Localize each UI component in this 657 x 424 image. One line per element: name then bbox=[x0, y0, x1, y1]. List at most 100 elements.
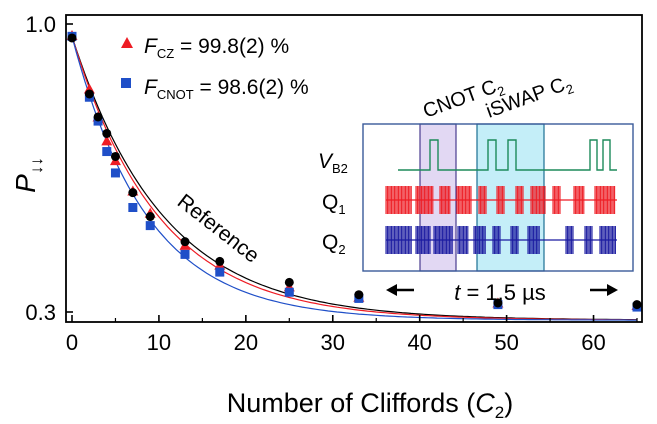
q1-trace-burst bbox=[530, 186, 546, 214]
q1-trace-burst bbox=[594, 186, 616, 214]
y-axis-label-sub: ↓↓ bbox=[27, 157, 46, 174]
inset-frame bbox=[362, 123, 634, 272]
row-q2-main: Q bbox=[322, 231, 338, 254]
ticks: 0 10 20 30 40 50 60 0.3 1.0 bbox=[25, 12, 638, 355]
point-reference bbox=[102, 128, 112, 138]
x-tick-label: 20 bbox=[234, 330, 258, 355]
row-q2-sub: 2 bbox=[338, 242, 345, 257]
time-value: = 1.5 µs bbox=[460, 280, 545, 305]
row-label-q1: Q1 bbox=[322, 191, 346, 217]
x-tick-label: 40 bbox=[407, 330, 431, 355]
legend-cnot-prefix: F bbox=[144, 76, 158, 99]
q1-trace-burst bbox=[515, 186, 524, 214]
row-label-vb2: VB2 bbox=[318, 150, 348, 176]
row-q1-main: Q bbox=[322, 191, 338, 214]
point-reference bbox=[180, 237, 190, 247]
cnot-label-sub: 2 bbox=[495, 83, 507, 100]
row-q1-sub: 1 bbox=[338, 202, 345, 217]
point-cnot bbox=[180, 249, 190, 259]
row-vb2-main: V bbox=[318, 150, 334, 173]
q1-trace-burst bbox=[385, 186, 412, 214]
point-reference bbox=[632, 300, 642, 310]
pulse-traces bbox=[385, 139, 617, 254]
point-cz bbox=[101, 135, 113, 146]
q2-trace-burst bbox=[473, 226, 486, 254]
legend-label-cz: FCZ = 99.8(2) % bbox=[144, 35, 289, 61]
time-arrow-right-head bbox=[607, 284, 618, 296]
q2-trace-burst bbox=[510, 226, 519, 254]
q2-trace-burst bbox=[457, 226, 469, 254]
legend: FCZ = 99.8(2) % FCNOT = 98.6(2) % bbox=[121, 35, 309, 102]
iswap-label-sub: 2 bbox=[564, 81, 576, 98]
point-reference bbox=[84, 89, 94, 99]
legend-label-cnot: FCNOT = 98.6(2) % bbox=[144, 76, 309, 102]
y-axis-label-main: P bbox=[10, 174, 41, 193]
row-vb2-sub: B2 bbox=[332, 161, 348, 176]
q2-trace-burst bbox=[433, 226, 453, 254]
time-var: t bbox=[454, 280, 461, 305]
q1-trace-burst bbox=[573, 186, 585, 214]
point-cnot bbox=[215, 267, 225, 277]
x-tick-label: 10 bbox=[147, 330, 171, 355]
q2-trace-burst bbox=[527, 226, 540, 254]
point-cnot bbox=[145, 221, 155, 231]
q1-trace-burst bbox=[415, 186, 434, 214]
iswap-label-text: iSWAP C bbox=[483, 74, 568, 123]
plot-frame bbox=[65, 14, 643, 323]
pulse-inset: CNOT C2 iSWAP C2 VB2 Q1 Q2 t = 1.5 µs bbox=[318, 71, 634, 305]
q2-trace-burst bbox=[584, 226, 593, 254]
fit-curve-1 bbox=[71, 36, 637, 321]
q1-trace-burst bbox=[439, 186, 451, 214]
point-cnot bbox=[284, 287, 294, 297]
point-reference bbox=[493, 298, 503, 308]
row-label-q2: Q2 bbox=[322, 231, 346, 257]
legend-cz-sub: CZ bbox=[157, 46, 174, 61]
point-reference bbox=[128, 188, 138, 198]
legend-cz-value: = 99.8(2) % bbox=[174, 35, 289, 58]
point-reference bbox=[354, 290, 364, 300]
x-axis-label-main: Number of Cliffords ( bbox=[227, 388, 476, 418]
legend-cz-prefix: F bbox=[144, 35, 158, 58]
q2-trace-burst bbox=[565, 226, 574, 254]
legend-cnot-value: = 98.6(2) % bbox=[194, 76, 309, 99]
x-axis-label-sub: 2 bbox=[495, 403, 504, 422]
point-reference bbox=[215, 256, 225, 266]
iswap-label: iSWAP C2 bbox=[483, 71, 576, 125]
vb2-trace bbox=[398, 139, 617, 171]
point-reference bbox=[110, 151, 120, 161]
q1-trace-burst bbox=[552, 186, 561, 214]
q2-trace-burst bbox=[415, 226, 431, 254]
q1-trace-burst bbox=[496, 186, 505, 214]
y-tick-label: 1.0 bbox=[25, 12, 56, 37]
data-layer bbox=[66, 30, 643, 312]
x-axis-label: Number of Cliffords (C2) bbox=[227, 388, 514, 422]
time-arrow: t = 1.5 µs bbox=[386, 280, 618, 305]
point-cnot bbox=[102, 147, 112, 157]
x-axis-label-var: C bbox=[475, 388, 495, 418]
x-axis-label-close: ) bbox=[504, 388, 513, 418]
svg-text:P↓↓: P↓↓ bbox=[10, 157, 46, 193]
q2-trace-burst bbox=[385, 226, 412, 254]
point-reference bbox=[67, 33, 77, 43]
y-axis-label: P↓↓ bbox=[10, 157, 46, 193]
point-cnot bbox=[110, 168, 120, 178]
time-arrow-left-head bbox=[386, 284, 397, 296]
q2-trace-burst bbox=[492, 226, 501, 254]
point-cnot bbox=[128, 202, 138, 212]
point-reference bbox=[93, 112, 103, 122]
x-tick-label: 60 bbox=[581, 330, 605, 355]
point-reference bbox=[145, 212, 155, 222]
grid-layer bbox=[71, 36, 638, 321]
legend-cnot-sub: CNOT bbox=[157, 87, 194, 102]
q1-trace-burst bbox=[456, 186, 472, 214]
legend-marker-cz bbox=[121, 37, 133, 48]
point-reference bbox=[284, 277, 294, 287]
q2-trace-burst bbox=[599, 226, 616, 254]
legend-marker-cnot bbox=[121, 78, 131, 88]
x-tick-label: 50 bbox=[494, 330, 518, 355]
x-tick-label: 30 bbox=[321, 330, 345, 355]
time-label: t = 1.5 µs bbox=[454, 280, 546, 305]
fit-curve-2 bbox=[71, 36, 637, 321]
y-tick-label: 0.3 bbox=[25, 300, 56, 325]
